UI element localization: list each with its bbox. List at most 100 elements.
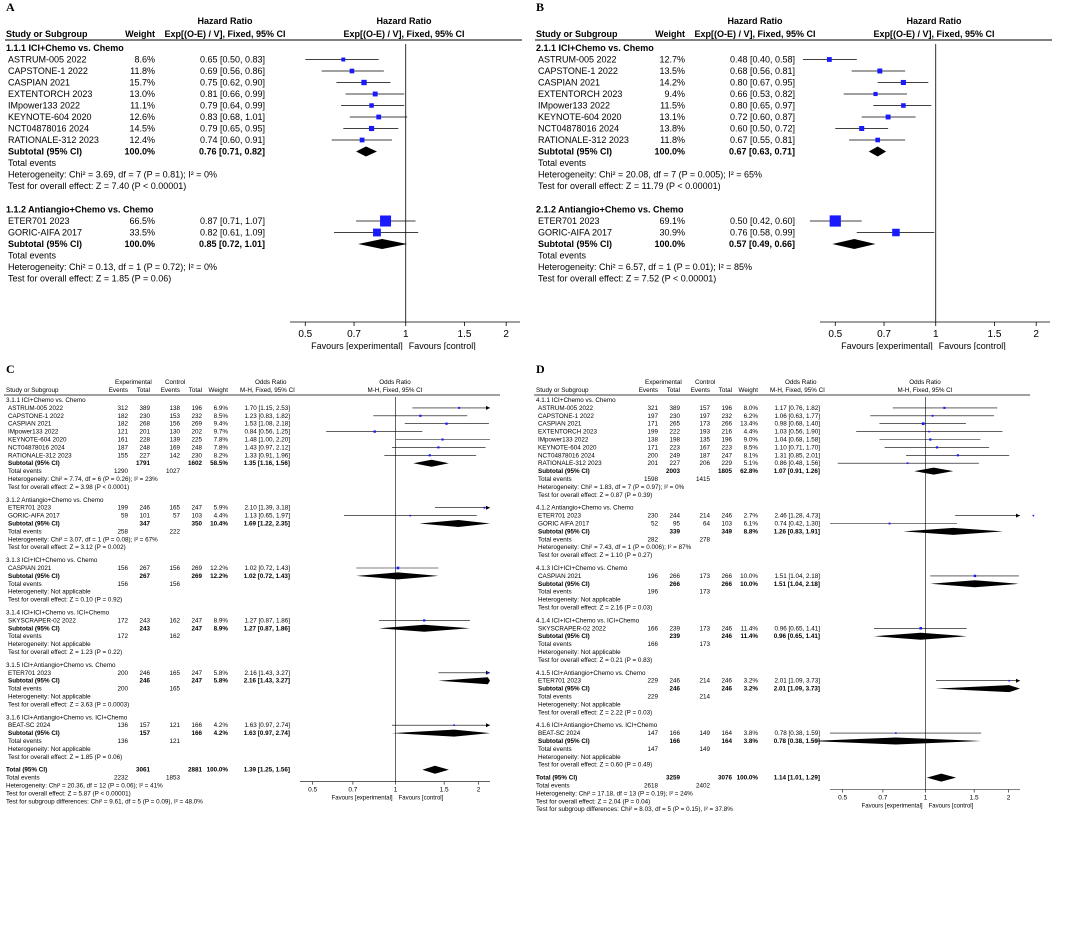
plot-title: Hazard Ratio [906, 16, 962, 26]
subtotal-exp-total: 246 [139, 678, 150, 685]
subtotal-diamond [935, 685, 1020, 693]
exp-total: 201 [139, 429, 150, 436]
effect-square [453, 724, 455, 726]
study-name: KEYNOTE-604 2020 [538, 112, 622, 122]
overall-effect-text: Test for overall effect: Z = 2.22 (P = 0… [538, 709, 652, 716]
exp-events: 201 [647, 460, 658, 467]
study-weight: 8.5% [744, 444, 759, 451]
overall-effect-text: Test for overall effect: Z = 0.87 (P = 0… [538, 492, 652, 499]
subtotal-weight: 10.4% [210, 521, 228, 528]
study-weight: 8.2% [214, 452, 229, 459]
ctl-total: 196 [721, 405, 732, 412]
study-ci: 2.16 [1.43, 3.27] [244, 670, 290, 677]
panel-c: C Experimental Control Odds Ratio Odds Rati… [0, 362, 525, 929]
effect-square [458, 406, 461, 409]
panel-d: D Experimental Control Odds Ratio Odds Rati… [530, 362, 1065, 929]
subtotal-label: Subtotal (95% CI) [538, 528, 590, 535]
column-header: Study or Subgroup [6, 29, 88, 39]
subtotal-ci: 2.01 [1.09, 3.73] [774, 686, 820, 693]
column-header: Total [137, 387, 150, 394]
study-ci: 0.96 [0.65, 1.41] [774, 625, 820, 632]
study-weight: 12.7% [659, 55, 685, 65]
x-tick-label: 0.5 [828, 329, 842, 340]
x-tick-label: 2 [477, 787, 481, 794]
plot-title: Odds Ratio [379, 379, 411, 386]
subtotal-ctl-total: 166 [191, 730, 202, 737]
ci-arrow [486, 723, 490, 728]
study-ci: 0.76 [0.58, 0.99] [730, 228, 795, 238]
study-ci: 1.06 [0.63, 1.77] [774, 413, 820, 420]
subtotal-exp-total: 266 [669, 581, 680, 588]
study-ci: 0.67 [0.55, 0.81] [730, 135, 795, 145]
total-exp-events: 282 [647, 536, 658, 543]
subtotal-diamond [874, 632, 967, 640]
exp-total: 267 [139, 565, 150, 572]
exp-events: 156 [117, 565, 128, 572]
ctl-events: 165 [169, 670, 180, 677]
ctl-total: 269 [191, 421, 202, 428]
footer-stat: Test for overall effect: Z = 2.04 (P = 0… [536, 798, 650, 805]
column-header: Hazard Ratio [727, 16, 783, 26]
favours-right-label: Favours [control] [399, 796, 444, 802]
study-weight: 11.1% [130, 101, 155, 111]
study-weight: 9.0% [744, 437, 759, 444]
total-ctl-events: 162 [169, 633, 180, 640]
subtotal-diamond [391, 729, 490, 737]
effect-square [943, 406, 946, 409]
study-weight: 8.0% [744, 405, 759, 412]
ctl-events: 193 [699, 429, 710, 436]
effect-square [1008, 679, 1010, 682]
effect-square [419, 414, 422, 417]
study-ci: 1.03 [0.56, 1.90] [774, 429, 820, 436]
heterogeneity-text: Heterogeneity: Chi² = 1.83, df = 7 (P = … [538, 484, 685, 491]
column-header: Odds Ratio [785, 379, 817, 386]
subtotal-label: Subtotal (95% CI) [8, 625, 60, 632]
total-ctl-events: 156 [169, 581, 180, 588]
study-ci: 1.63 [0.97, 2.74] [244, 722, 290, 729]
exp-total: 227 [669, 460, 680, 467]
study-name: CASPIAN 2021 [538, 78, 600, 88]
favours-left-label: Favours [experimental] [311, 341, 403, 350]
footer-stat: Test for subgroup differences: Chi² = 8.… [536, 806, 733, 813]
ctl-events: 214 [699, 513, 710, 520]
subtotal-weight: 8.9% [214, 625, 229, 632]
subtotal-ci: 1.69 [1.22, 2.35] [244, 521, 290, 528]
total-weight: 100.0% [737, 775, 759, 782]
ctl-total: 196 [721, 437, 732, 444]
effect-square [373, 430, 376, 433]
ctl-total: 196 [191, 405, 202, 412]
effect-square [906, 462, 909, 465]
ctl-total: 103 [721, 521, 732, 528]
total-events-label: Total events [8, 686, 42, 693]
subtotal-label: Subtotal (95% CI) [538, 147, 612, 157]
study-weight: 12.4% [129, 135, 155, 145]
overall-effect-text: Test for overall effect: Z = 3.12 (P = 0… [8, 544, 126, 551]
subtotal-diamond [419, 520, 490, 527]
study-ci: 0.84 [0.56, 1.25] [244, 429, 290, 436]
exp-total: 249 [669, 452, 680, 459]
ctl-events: 187 [699, 452, 710, 459]
subtotal-diamond [413, 459, 449, 467]
study-weight: 9.4% [664, 89, 685, 99]
ctl-total: 266 [721, 421, 732, 428]
total-events-label: Total events [8, 468, 42, 475]
effect-square [956, 454, 959, 457]
subgroup-title: 1.1.1 ICI+Chemo vs. Chemo [6, 43, 124, 53]
effect-square [409, 514, 412, 517]
subgroup-title: 3.1.4 ICI+ICI+Chemo vs. ICI+Chemo [6, 610, 110, 617]
column-header: Weight [655, 29, 685, 39]
ctl-total: 247 [191, 505, 202, 512]
study-ci: 0.74 [0.60, 0.91] [200, 135, 265, 145]
total-events-label: Total events [538, 158, 587, 168]
subgroup-title: 4.1.1 ICI+Chemo vs. Chemo [536, 397, 616, 404]
subtotal-weight: 5.8% [214, 678, 229, 685]
exp-events: 229 [647, 678, 658, 685]
ci-arrow [1016, 678, 1020, 683]
study-ci: 1.43 [0.97, 2.12] [244, 444, 290, 451]
ctl-total: 103 [191, 513, 202, 520]
ctl-events: 142 [169, 452, 180, 459]
exp-events: 52 [651, 521, 659, 528]
exp-events: 182 [117, 413, 128, 420]
effect-square [928, 430, 930, 433]
study-ci: 0.48 [0.40, 0.58] [730, 55, 795, 65]
